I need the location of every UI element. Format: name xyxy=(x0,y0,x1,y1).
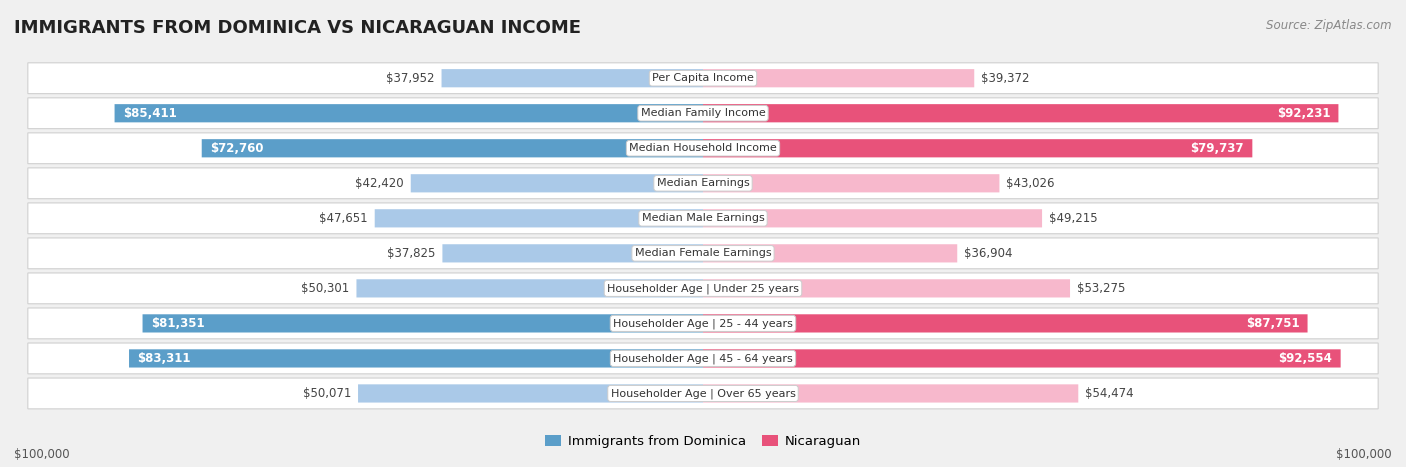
FancyBboxPatch shape xyxy=(28,63,1378,93)
Text: $83,311: $83,311 xyxy=(138,352,191,365)
Text: Median Female Earnings: Median Female Earnings xyxy=(634,248,772,258)
Text: $36,904: $36,904 xyxy=(965,247,1012,260)
Text: Householder Age | 45 - 64 years: Householder Age | 45 - 64 years xyxy=(613,353,793,364)
Text: $50,071: $50,071 xyxy=(302,387,352,400)
Legend: Immigrants from Dominica, Nicaraguan: Immigrants from Dominica, Nicaraguan xyxy=(540,430,866,453)
Text: IMMIGRANTS FROM DOMINICA VS NICARAGUAN INCOME: IMMIGRANTS FROM DOMINICA VS NICARAGUAN I… xyxy=(14,19,581,37)
Text: $39,372: $39,372 xyxy=(981,72,1029,85)
FancyBboxPatch shape xyxy=(28,133,1378,163)
Text: $37,825: $37,825 xyxy=(387,247,436,260)
Text: $79,737: $79,737 xyxy=(1191,142,1244,155)
Text: Median Male Earnings: Median Male Earnings xyxy=(641,213,765,223)
FancyBboxPatch shape xyxy=(142,314,703,333)
Text: $49,215: $49,215 xyxy=(1049,212,1098,225)
Text: Median Family Income: Median Family Income xyxy=(641,108,765,118)
Text: $72,760: $72,760 xyxy=(209,142,263,155)
FancyBboxPatch shape xyxy=(703,174,1000,192)
FancyBboxPatch shape xyxy=(703,69,974,87)
Text: $53,275: $53,275 xyxy=(1077,282,1125,295)
FancyBboxPatch shape xyxy=(28,273,1378,304)
FancyBboxPatch shape xyxy=(703,244,957,262)
FancyBboxPatch shape xyxy=(703,279,1070,297)
FancyBboxPatch shape xyxy=(703,349,1341,368)
Text: $43,026: $43,026 xyxy=(1007,177,1054,190)
FancyBboxPatch shape xyxy=(359,384,703,403)
Text: $47,651: $47,651 xyxy=(319,212,368,225)
Text: $85,411: $85,411 xyxy=(122,107,177,120)
Text: $81,351: $81,351 xyxy=(150,317,204,330)
FancyBboxPatch shape xyxy=(443,244,703,262)
Text: Householder Age | Under 25 years: Householder Age | Under 25 years xyxy=(607,283,799,294)
FancyBboxPatch shape xyxy=(28,238,1378,269)
FancyBboxPatch shape xyxy=(441,69,703,87)
FancyBboxPatch shape xyxy=(28,98,1378,128)
Text: $37,952: $37,952 xyxy=(387,72,434,85)
FancyBboxPatch shape xyxy=(28,203,1378,234)
FancyBboxPatch shape xyxy=(28,343,1378,374)
Text: Source: ZipAtlas.com: Source: ZipAtlas.com xyxy=(1267,19,1392,32)
FancyBboxPatch shape xyxy=(411,174,703,192)
Text: $92,554: $92,554 xyxy=(1278,352,1333,365)
Text: Householder Age | Over 65 years: Householder Age | Over 65 years xyxy=(610,388,796,399)
FancyBboxPatch shape xyxy=(28,378,1378,409)
Text: $54,474: $54,474 xyxy=(1085,387,1133,400)
FancyBboxPatch shape xyxy=(703,139,1253,157)
Text: $87,751: $87,751 xyxy=(1246,317,1299,330)
Text: $100,000: $100,000 xyxy=(1336,448,1392,461)
FancyBboxPatch shape xyxy=(703,384,1078,403)
Text: Per Capita Income: Per Capita Income xyxy=(652,73,754,83)
FancyBboxPatch shape xyxy=(114,104,703,122)
FancyBboxPatch shape xyxy=(357,279,703,297)
FancyBboxPatch shape xyxy=(129,349,703,368)
Text: Median Household Income: Median Household Income xyxy=(628,143,778,153)
Text: Median Earnings: Median Earnings xyxy=(657,178,749,188)
FancyBboxPatch shape xyxy=(28,168,1378,198)
FancyBboxPatch shape xyxy=(703,104,1339,122)
Text: $92,231: $92,231 xyxy=(1277,107,1330,120)
Text: $50,301: $50,301 xyxy=(301,282,350,295)
Text: Householder Age | 25 - 44 years: Householder Age | 25 - 44 years xyxy=(613,318,793,329)
FancyBboxPatch shape xyxy=(375,209,703,227)
FancyBboxPatch shape xyxy=(703,314,1308,333)
FancyBboxPatch shape xyxy=(28,308,1378,339)
FancyBboxPatch shape xyxy=(201,139,703,157)
Text: $42,420: $42,420 xyxy=(356,177,404,190)
Text: $100,000: $100,000 xyxy=(14,448,70,461)
FancyBboxPatch shape xyxy=(703,209,1042,227)
